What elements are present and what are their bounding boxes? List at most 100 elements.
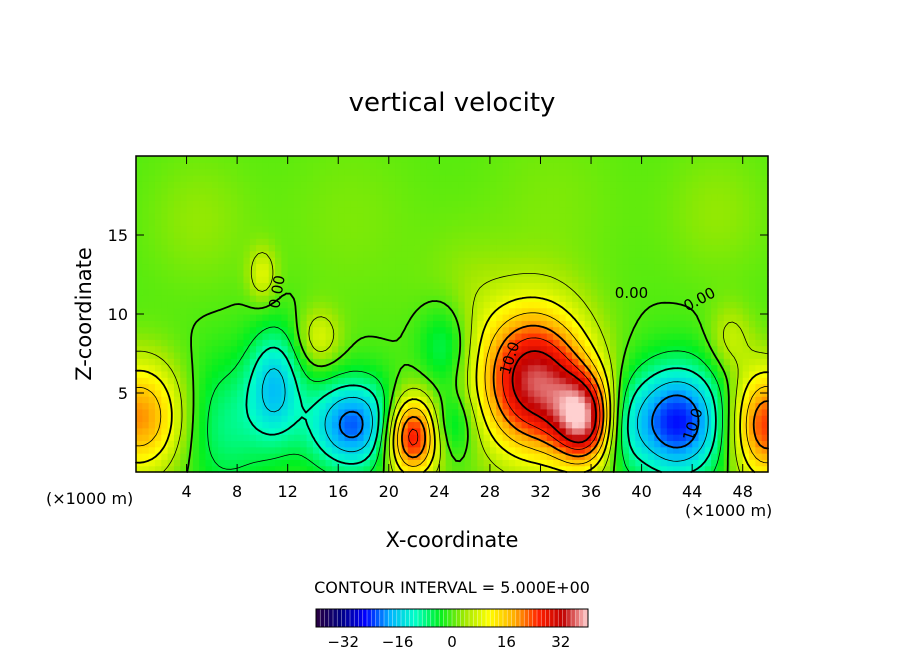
velocity-field xyxy=(136,156,769,473)
x-tick-label: 4 xyxy=(181,482,191,501)
contour-level-20 xyxy=(401,324,769,459)
colorbar-swatch xyxy=(405,609,410,627)
y-axis-label: Z-coordinate xyxy=(72,247,96,381)
x-tick-label: 36 xyxy=(581,482,601,501)
colorbar-swatch xyxy=(532,609,538,627)
colorbar-ticks: −32 −16 0 16 32 xyxy=(327,633,570,651)
x-tick-label: 28 xyxy=(480,482,500,501)
colorbar-swatch xyxy=(401,609,406,627)
contour-level-minus-20 xyxy=(338,394,700,449)
colorbar-tick-label: 0 xyxy=(447,633,457,651)
colorbar-swatch xyxy=(358,609,364,627)
x-tick-label: 20 xyxy=(379,482,399,501)
colorbar-swatch xyxy=(392,609,398,627)
colorbar-swatch xyxy=(422,609,427,627)
contour-level-15 xyxy=(135,312,769,467)
colorbar-swatch xyxy=(562,609,568,627)
colorbar-swatch xyxy=(409,609,415,627)
colorbar-swatch xyxy=(456,609,461,627)
contour-level-minus-10 xyxy=(245,346,717,473)
colorbar-swatch xyxy=(566,609,572,627)
colorbar-swatch xyxy=(443,609,449,627)
colorbar-swatch xyxy=(486,609,491,627)
colorbar-swatch xyxy=(388,609,393,627)
colorbar-swatch xyxy=(447,609,453,627)
x-tick-label: 44 xyxy=(682,482,702,501)
colorbar-swatch xyxy=(515,609,521,627)
colorbar-swatch xyxy=(541,609,546,627)
colorbar-swatch xyxy=(579,609,585,627)
colorbar-swatch xyxy=(345,609,351,627)
colorbar-swatch xyxy=(328,609,334,627)
y-tick-label: 5 xyxy=(118,384,128,403)
contour-lines xyxy=(135,252,769,473)
x-tick-label: 32 xyxy=(530,482,550,501)
colorbar-swatch xyxy=(418,609,423,627)
colorbar-tick-label: −32 xyxy=(327,633,359,651)
x-tick-label: 16 xyxy=(328,482,348,501)
contour-level-minus-5 xyxy=(207,326,723,473)
colorbar-swatch xyxy=(341,609,347,627)
colorbar-swatch xyxy=(460,609,466,627)
colorbar-swatch xyxy=(498,609,504,627)
contour-level-minus-15 xyxy=(261,368,709,462)
colorbar-swatch xyxy=(452,609,457,627)
colorbar-tick-label: 16 xyxy=(497,633,516,651)
y-tick-label: 15 xyxy=(108,226,128,245)
colorbar-swatch xyxy=(528,609,534,627)
colorbar-swatch xyxy=(379,609,385,627)
colorbar-swatch xyxy=(503,609,508,627)
colorbar-swatch xyxy=(520,609,525,627)
colorbar-swatch xyxy=(549,609,555,627)
colorbar-swatch xyxy=(575,609,580,627)
colorbar-swatch xyxy=(362,609,368,627)
contour-interval-note: CONTOUR INTERVAL = 5.000E+00 xyxy=(314,578,590,597)
colorbar-swatch xyxy=(320,609,325,627)
colorbar-frame xyxy=(315,608,589,628)
colorbar-swatch xyxy=(524,609,529,627)
x-unit-right: (×1000 m) xyxy=(685,501,772,520)
colorbar-swatch xyxy=(571,609,576,627)
colorbar-swatch xyxy=(558,609,563,627)
x-unit-left: (×1000 m) xyxy=(46,489,133,508)
colorbar-swatch xyxy=(554,609,559,627)
colorbar-swatch xyxy=(430,609,436,627)
colorbar xyxy=(315,608,589,628)
chart-title: vertical velocity xyxy=(349,88,556,118)
colorbar-tick-label: 32 xyxy=(551,633,570,651)
colorbar-swatch xyxy=(494,609,500,627)
colorbar-swatch xyxy=(396,609,402,627)
colorbar-swatch xyxy=(371,609,376,627)
y-tick-label: 10 xyxy=(108,305,128,324)
colorbar-swatch xyxy=(324,609,330,627)
colorbar-swatch xyxy=(435,609,440,627)
x-tick-label: 24 xyxy=(429,482,449,501)
colorbar-swatch xyxy=(384,609,389,627)
colorbar-swatch xyxy=(464,609,470,627)
colorbar-swatch xyxy=(481,609,487,627)
colorbar-swatch xyxy=(375,609,381,627)
colorbar-tick-label: −16 xyxy=(382,633,414,651)
colorbar-swatch xyxy=(354,609,359,627)
contour-level-10 xyxy=(135,296,769,473)
colorbar-swatch xyxy=(537,609,542,627)
colorbar-swatch xyxy=(583,609,589,627)
colorbar-swatch xyxy=(511,609,517,627)
y-axis-ticks: 5 10 15 xyxy=(108,226,768,403)
contour-level-25 xyxy=(408,337,601,450)
colorbar-swatch xyxy=(545,609,551,627)
x-axis-ticks: 4 8 12 16 20 24 28 32 36 40 44 48 xyxy=(181,156,753,501)
colorbar-swatch xyxy=(439,609,444,627)
colorbar-swatch xyxy=(413,609,419,627)
x-tick-label: 12 xyxy=(278,482,298,501)
colorbar-swatch xyxy=(490,609,495,627)
colorbar-swatch xyxy=(507,609,512,627)
colorbar-swatch xyxy=(473,609,478,627)
x-tick-label: 48 xyxy=(733,482,753,501)
contour-label: 0.00 xyxy=(615,284,648,302)
colorbar-swatch xyxy=(316,609,321,627)
x-tick-label: 8 xyxy=(232,482,242,501)
x-axis-label: X-coordinate xyxy=(386,528,519,552)
colorbar-swatch xyxy=(469,609,474,627)
